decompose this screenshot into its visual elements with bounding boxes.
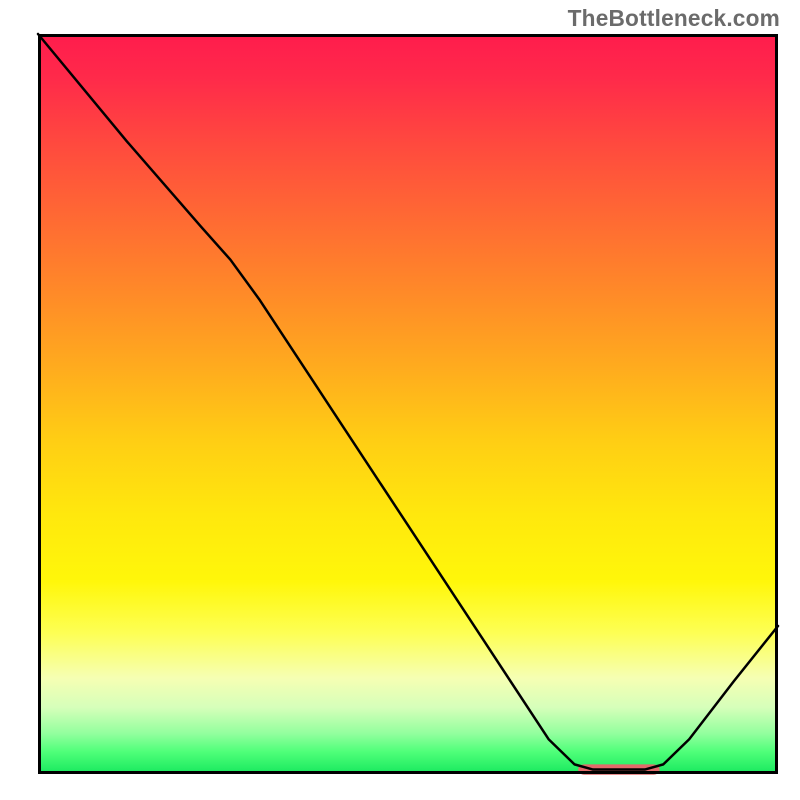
chart-container: TheBottleneck.com <box>0 0 800 800</box>
attribution-text: TheBottleneck.com <box>568 5 780 32</box>
plot-border <box>38 34 778 774</box>
